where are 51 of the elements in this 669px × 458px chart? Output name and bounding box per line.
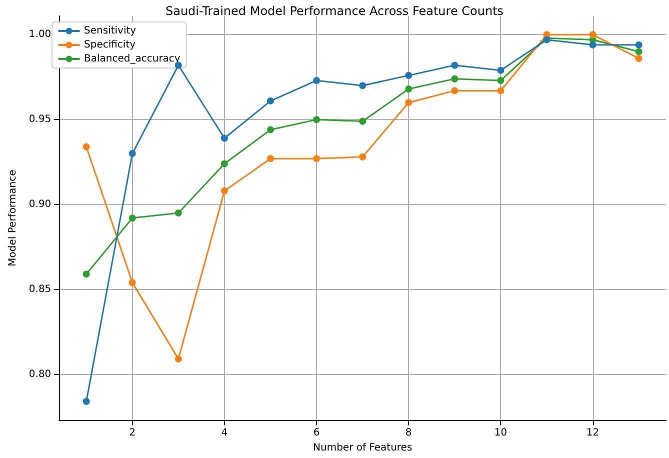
y-tick-label: 0.80	[28, 368, 52, 380]
x-tick-label: 12	[586, 428, 600, 439]
point	[128, 214, 136, 222]
point	[497, 77, 504, 84]
point	[589, 31, 596, 38]
point	[589, 41, 596, 48]
y-tick-label: 0.90	[28, 198, 52, 210]
x-axis-title: Number of Features	[312, 442, 412, 454]
point	[220, 187, 228, 194]
point	[359, 118, 366, 125]
point	[405, 86, 412, 93]
point	[635, 41, 642, 48]
legend-label: Sensitivity	[84, 26, 136, 36]
y-tick-label: 0.85	[28, 284, 52, 295]
point	[405, 99, 412, 106]
y-tick-label: 0.95	[28, 114, 52, 126]
point	[313, 116, 320, 124]
point	[451, 75, 458, 82]
point	[220, 134, 228, 142]
x-tick-label: 6	[313, 428, 320, 439]
chart-title: Saudi-Trained Model Performance Across Feature Counts	[165, 4, 504, 18]
point	[82, 143, 90, 150]
point	[497, 66, 504, 74]
legend-label: Balanced_accuracy	[84, 54, 180, 64]
point	[359, 153, 366, 160]
point	[267, 97, 274, 104]
y-tick-label: 1.00	[28, 29, 52, 40]
point	[313, 155, 320, 162]
point	[82, 270, 90, 278]
legend-label: Specificity	[84, 40, 136, 50]
x-tick-label: 2	[129, 428, 136, 439]
x-tick-label: 4	[221, 428, 228, 439]
point	[174, 209, 182, 216]
point	[267, 155, 274, 162]
point	[128, 279, 136, 286]
point	[267, 126, 274, 134]
point	[451, 87, 458, 94]
point	[635, 48, 642, 56]
point	[359, 82, 366, 90]
point	[497, 87, 504, 94]
point	[128, 150, 136, 158]
point	[635, 54, 642, 62]
point	[451, 62, 458, 69]
point	[220, 160, 228, 168]
x-tick-label: 10	[494, 428, 508, 439]
x-tick-label: 8	[405, 428, 412, 439]
point	[174, 355, 182, 362]
point	[82, 398, 90, 405]
y-axis-title: Model Performance	[8, 170, 18, 266]
point	[313, 77, 320, 84]
point	[405, 72, 412, 79]
